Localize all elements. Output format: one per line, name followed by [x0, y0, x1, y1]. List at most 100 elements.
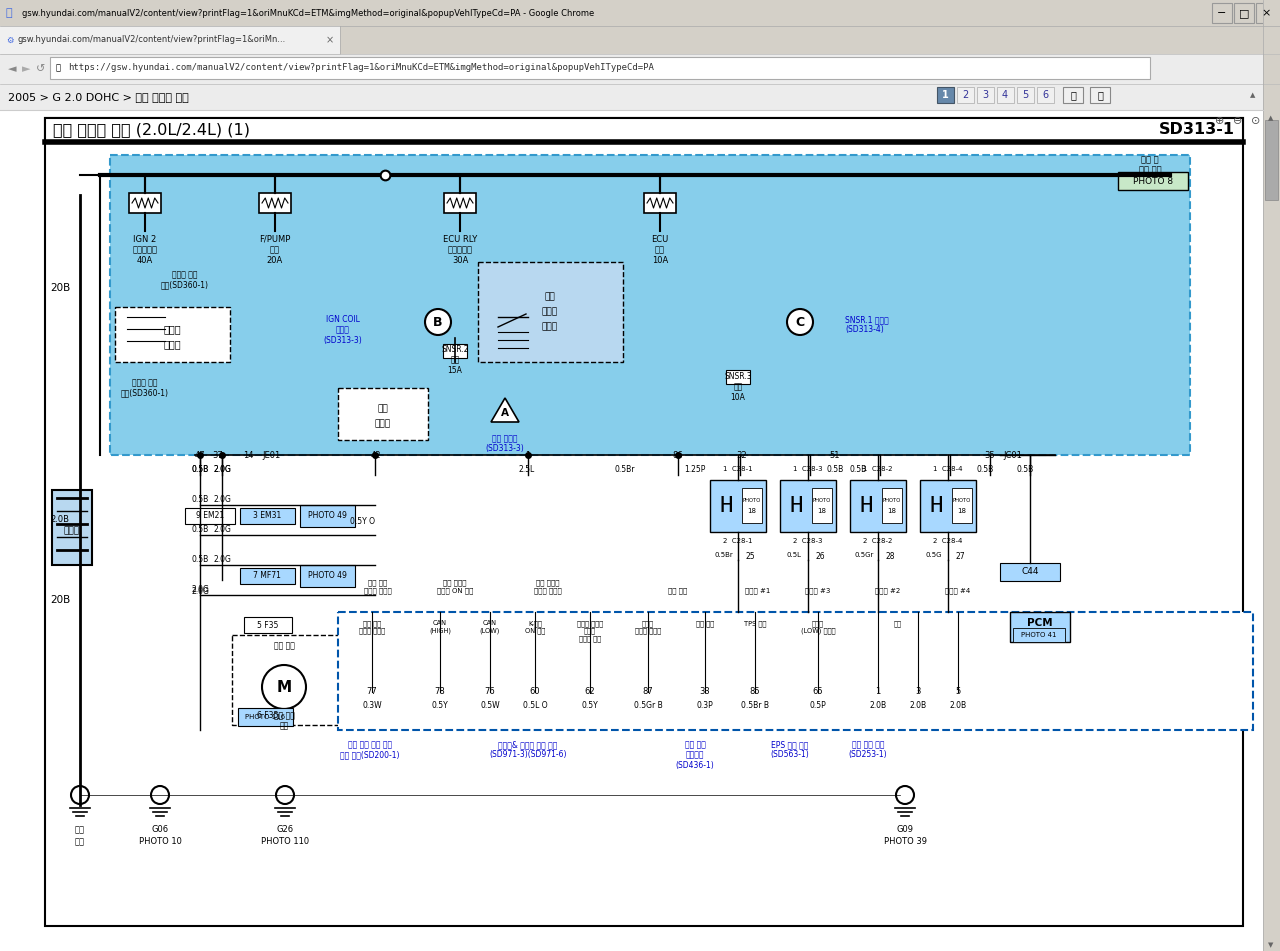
Text: A: A	[500, 408, 509, 418]
Text: ▲: ▲	[1251, 92, 1256, 98]
Text: ↺: ↺	[36, 64, 45, 74]
Text: 35: 35	[984, 452, 996, 460]
Text: 2.0G: 2.0G	[212, 526, 230, 534]
Text: 2005 > G 2.0 DOHC > 엔진 콘트롤 회로: 2005 > G 2.0 DOHC > 엔진 콘트롤 회로	[8, 92, 188, 102]
Text: 3 EM31: 3 EM31	[253, 512, 282, 520]
Text: 산소 센서로
(SD313-3): 산소 센서로 (SD313-3)	[485, 434, 525, 454]
Text: EPS 회로 참조
(SD563-1): EPS 회로 참조 (SD563-1)	[771, 740, 809, 760]
Text: 87: 87	[643, 688, 653, 696]
Text: 🔒: 🔒	[56, 64, 61, 72]
Text: 18: 18	[748, 508, 756, 514]
Text: 2  C28-2: 2 C28-2	[863, 538, 892, 544]
Bar	[644, 193, 676, 213]
Text: 0.5B: 0.5B	[192, 465, 209, 475]
Circle shape	[262, 665, 306, 709]
Text: 🖨: 🖨	[1097, 90, 1103, 100]
Bar	[1012, 628, 1065, 642]
Text: 0.5B: 0.5B	[192, 495, 209, 504]
Bar	[710, 480, 765, 532]
Text: 0.5B: 0.5B	[192, 555, 209, 565]
Text: 연료 센더: 연료 센더	[274, 641, 294, 650]
Bar	[241, 508, 294, 524]
Bar	[443, 344, 467, 358]
Text: 1  C28-4: 1 C28-4	[933, 466, 963, 472]
Text: SNSR.3
퓨즈
10A: SNSR.3 퓨즈 10A	[724, 372, 751, 402]
Text: 3: 3	[915, 688, 920, 696]
Text: 0.5Br: 0.5Br	[714, 552, 733, 558]
Text: PHOTO 8: PHOTO 8	[1133, 177, 1172, 185]
Text: ECU RLY
퓨즈블링크
30A: ECU RLY 퓨즈블링크 30A	[443, 235, 477, 264]
Text: 2.0B: 2.0B	[909, 702, 927, 710]
Bar	[1117, 172, 1188, 190]
Bar	[0, 54, 1280, 84]
Text: 2.0G: 2.0G	[212, 465, 230, 475]
Text: 0.5L: 0.5L	[786, 552, 801, 558]
Text: gsw.hyundai.com/manualV2/content/view?printFlag=1&oriMnuKCd=ETM&imgMethod=origin: gsw.hyundai.com/manualV2/content/view?pr…	[22, 9, 594, 17]
Circle shape	[425, 309, 451, 335]
Text: 0.5Y: 0.5Y	[431, 702, 448, 710]
Text: 에어콘 스위치
블로워
스위치 입력: 에어콘 스위치 블로워 스위치 입력	[577, 620, 603, 642]
Text: PHOTO: PHOTO	[952, 498, 972, 503]
Text: □: □	[1239, 8, 1249, 18]
Circle shape	[151, 786, 169, 804]
Text: 5 F35: 5 F35	[257, 620, 279, 630]
Text: 3: 3	[982, 90, 988, 100]
Text: 콘트롤: 콘트롤	[541, 307, 558, 316]
Text: 접지: 접지	[76, 837, 84, 846]
Text: 엔진 콘트롤
릴레이 ON 전원: 엔진 콘트롤 릴레이 ON 전원	[436, 580, 474, 594]
Text: ►: ►	[22, 64, 31, 74]
Text: JE01: JE01	[262, 452, 282, 460]
Text: 0.5Y O: 0.5Y O	[349, 517, 375, 527]
Text: PHOTO 39: PHOTO 39	[883, 837, 927, 846]
Text: −: −	[1217, 8, 1226, 18]
Text: 85: 85	[750, 688, 760, 696]
Bar	[129, 193, 161, 213]
Text: 6 F35: 6 F35	[257, 711, 279, 721]
Bar	[0, 110, 1263, 951]
Text: 0.5B: 0.5B	[192, 465, 209, 475]
Text: PHOTO: PHOTO	[813, 498, 831, 503]
Text: ×: ×	[1261, 8, 1271, 18]
Text: 스타팅 회로
참조(SD360-1): 스타팅 회로 참조(SD360-1)	[122, 378, 169, 398]
Text: 2.0G: 2.0G	[212, 495, 230, 504]
Text: 냉각 회로 참조
(SD253-1): 냉각 회로 참조 (SD253-1)	[849, 740, 887, 760]
Bar	[0, 26, 1280, 54]
Text: 2.0G: 2.0G	[191, 586, 209, 594]
Bar	[1010, 612, 1070, 642]
Text: 26: 26	[815, 552, 824, 561]
Text: ⊕: ⊕	[1215, 116, 1225, 126]
Bar	[952, 488, 972, 523]
Bar	[0, 84, 1263, 110]
Text: 0.5Br B: 0.5Br B	[741, 702, 769, 710]
Text: 릴레이: 릴레이	[163, 339, 180, 349]
Text: 60: 60	[530, 688, 540, 696]
Text: gsw.hyundai.com/manualV2/content/view?printFlag=1&oriMn...: gsw.hyundai.com/manualV2/content/view?pr…	[18, 35, 287, 45]
Text: 18: 18	[887, 508, 896, 514]
Text: 인젝터 #3: 인젝터 #3	[805, 588, 831, 594]
Bar	[1265, 120, 1277, 200]
Text: ◄: ◄	[8, 64, 17, 74]
Text: 1  C28-3: 1 C28-3	[794, 466, 823, 472]
Text: SNSR.2
퓨즈
15A: SNSR.2 퓨즈 15A	[442, 345, 468, 375]
Bar	[1212, 3, 1231, 23]
Text: 2.0B: 2.0B	[869, 702, 887, 710]
Bar	[244, 708, 292, 724]
Text: ECU
퓨즈
10A: ECU 퓨즈 10A	[652, 235, 668, 264]
Text: PHOTO 110: PHOTO 110	[261, 837, 308, 846]
Text: 2: 2	[961, 90, 968, 100]
Text: 37: 37	[212, 452, 224, 460]
Text: PHOTO 41: PHOTO 41	[1021, 632, 1057, 638]
Text: 32: 32	[737, 452, 748, 460]
Bar	[115, 307, 230, 362]
Text: 28: 28	[886, 552, 895, 561]
Bar	[338, 388, 428, 440]
Bar	[244, 617, 292, 633]
Text: 2.0G: 2.0G	[212, 555, 230, 565]
Text: 4: 4	[1002, 90, 1009, 100]
Text: 0.5B: 0.5B	[1016, 465, 1034, 475]
Bar	[977, 87, 995, 103]
Bar	[45, 118, 1243, 926]
Text: ⓒ: ⓒ	[6, 8, 13, 18]
Text: 18: 18	[957, 508, 966, 514]
Text: G09: G09	[896, 825, 914, 834]
